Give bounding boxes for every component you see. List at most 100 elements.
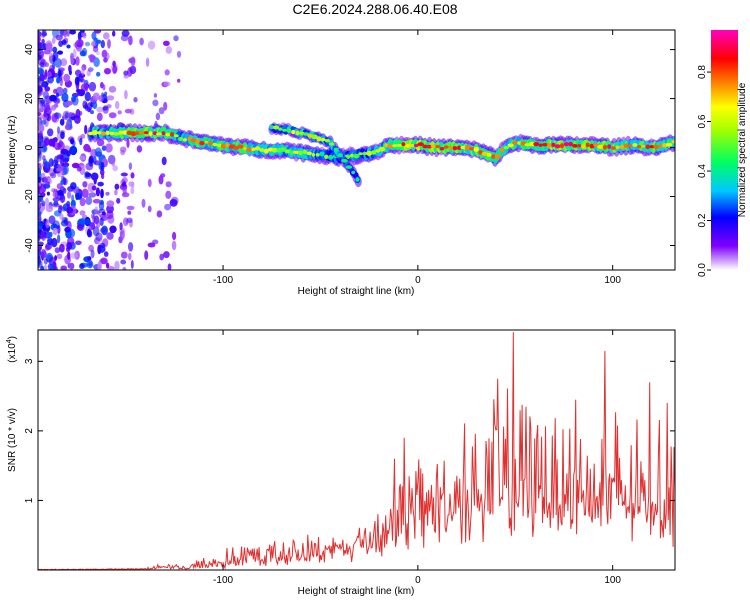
noise-speckle <box>38 111 41 117</box>
noise-speckle <box>46 191 51 196</box>
noise-speckle <box>88 157 94 167</box>
noise-speckle <box>38 101 42 110</box>
snr-panel: -100 0 100 1 2 3 Height of straight line (km)… <box>6 329 676 597</box>
ridge-core <box>130 131 137 137</box>
noise-speckle <box>108 85 117 93</box>
noise-speckle <box>90 110 94 115</box>
noise-speckle <box>124 89 128 100</box>
noise-speckle <box>56 154 64 160</box>
ridge-core <box>547 142 552 148</box>
noise-speckle <box>45 205 54 213</box>
x-tick-label: 0 <box>415 575 421 586</box>
noise-speckle <box>61 206 66 212</box>
ridge-core <box>666 142 673 147</box>
noise-speckle <box>63 30 67 38</box>
y-tick-label: 20 <box>24 93 35 105</box>
noise-speckle <box>47 128 54 137</box>
noise-speckle <box>39 73 45 82</box>
noise-speckle <box>80 133 86 139</box>
ridge-core <box>623 143 629 148</box>
noise-speckle <box>121 30 130 37</box>
noise-speckle <box>171 240 177 251</box>
y-tick-label: 3 <box>24 358 35 364</box>
noise-speckle <box>52 191 59 198</box>
ridge-core <box>409 143 415 148</box>
noise-speckle <box>67 191 72 199</box>
noise-speckle <box>89 54 95 63</box>
noise-speckle <box>158 107 165 115</box>
noise-speckle <box>163 101 168 111</box>
noise-speckle <box>122 266 127 270</box>
noise-speckle <box>62 152 70 163</box>
noise-speckle <box>39 61 45 68</box>
noise-speckle <box>155 112 161 121</box>
noise-speckle <box>156 210 163 218</box>
noise-speckle <box>61 39 67 45</box>
noise-speckle <box>98 95 104 102</box>
ridge-core <box>293 150 300 154</box>
noise-speckle <box>46 113 52 122</box>
noise-speckle <box>120 251 128 259</box>
noise-speckle <box>53 88 58 94</box>
ridge-core <box>426 144 433 149</box>
branch-core <box>272 125 280 130</box>
noise-speckle <box>51 113 58 123</box>
ridge-core <box>611 146 616 150</box>
noise-speckle <box>59 205 63 210</box>
noise-speckle <box>57 126 60 134</box>
noise-speckle <box>92 92 100 101</box>
noise-speckle <box>77 89 85 97</box>
ridge-core <box>302 149 307 154</box>
noise-speckle <box>43 264 48 270</box>
noise-speckle <box>43 102 51 113</box>
ridge-core <box>387 144 394 149</box>
ridge-core <box>121 130 128 135</box>
noise-speckle <box>164 203 172 211</box>
ridge-core <box>641 144 646 148</box>
noise-speckle <box>85 196 93 206</box>
noise-speckle <box>42 155 46 161</box>
noise-speckle <box>173 35 179 42</box>
branch-core <box>324 139 331 143</box>
noise-speckle <box>41 200 46 207</box>
ridge-core <box>148 131 153 137</box>
ridge-core <box>452 146 458 151</box>
ridge-core <box>491 154 496 159</box>
noise-speckle <box>48 215 56 225</box>
noise-speckle <box>42 161 47 169</box>
ridge-core <box>585 142 590 148</box>
noise-speckle <box>75 108 81 119</box>
noise-speckle <box>57 141 65 151</box>
noise-speckle <box>101 225 108 236</box>
noise-speckle <box>161 156 167 166</box>
noise-speckle <box>56 183 63 190</box>
noise-speckle <box>67 251 71 260</box>
snr-series-line <box>38 332 675 570</box>
noise-speckle <box>38 54 41 61</box>
noise-speckle <box>43 176 48 185</box>
noise-speckle <box>73 188 79 194</box>
noise-speckle <box>97 244 102 255</box>
noise-speckle <box>69 252 78 259</box>
noise-speckle <box>76 166 82 172</box>
y-tick-label: -40 <box>24 238 35 253</box>
noise-speckle <box>108 112 117 119</box>
branch-core <box>282 128 287 132</box>
ridge-core <box>581 144 586 149</box>
noise-speckle <box>80 218 86 225</box>
ridge-core <box>422 144 428 149</box>
noise-speckle <box>70 138 74 145</box>
ridge-core <box>494 154 501 159</box>
noise-speckle <box>117 110 122 115</box>
noise-speckle <box>81 188 89 198</box>
noise-speckle <box>70 55 74 65</box>
noise-speckle <box>92 198 101 204</box>
noise-speckle <box>164 69 170 76</box>
noise-speckle <box>167 263 172 270</box>
noise-speckle <box>60 131 65 140</box>
noise-speckle <box>93 57 100 68</box>
branch-core <box>316 136 322 142</box>
noise-speckle <box>56 92 59 98</box>
noise-speckle <box>111 159 116 167</box>
noise-speckle <box>38 196 43 201</box>
